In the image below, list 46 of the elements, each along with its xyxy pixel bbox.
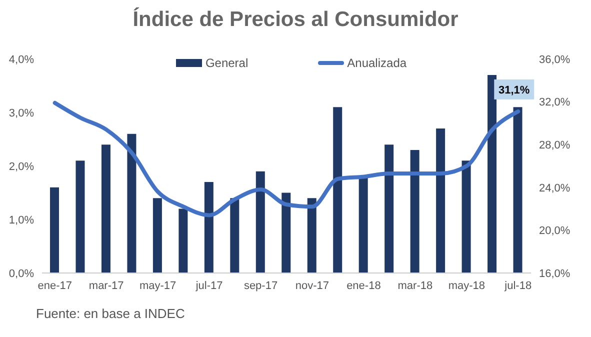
legend-label: Anualizada — [347, 56, 407, 70]
chart-title: Índice de Precios al Consumidor — [132, 8, 460, 32]
x-tick-label: ene-18 — [346, 280, 381, 292]
x-tick-label: may-17 — [139, 280, 176, 292]
bar — [101, 144, 110, 273]
bar — [333, 107, 342, 273]
legend-label: General — [205, 56, 248, 70]
bar — [410, 150, 420, 273]
x-tick-label: sep-17 — [244, 280, 278, 292]
y2-tick-label: 36,0% — [539, 54, 570, 66]
y-tick-label: 2,0% — [8, 160, 34, 173]
bar — [462, 160, 471, 273]
x-tick-label: jul-18 — [504, 280, 532, 292]
bar — [127, 134, 136, 273]
y2-tick-label: 28,0% — [539, 140, 570, 152]
bar — [256, 171, 265, 273]
bar — [307, 198, 316, 273]
y-tick-label: 4,0% — [8, 54, 34, 66]
y-tick-label: 0,0% — [8, 268, 34, 280]
y2-tick-label: 16,0% — [539, 268, 570, 280]
source-note: Fuente: en base a INDEC — [36, 306, 185, 321]
bar — [76, 160, 85, 273]
x-tick-label: mar-18 — [398, 280, 433, 292]
x-tick-label: may-18 — [448, 280, 485, 292]
bar — [230, 198, 240, 273]
data-label: 31,1% — [498, 84, 530, 96]
bar — [152, 198, 162, 273]
bar — [282, 192, 291, 273]
bar — [358, 176, 368, 273]
x-tick-label: nov-17 — [295, 280, 330, 292]
x-tick-label: mar-17 — [88, 280, 124, 292]
y2-tick-label: 32,0% — [539, 96, 570, 109]
x-tick-label: ene-17 — [38, 280, 72, 292]
bar — [204, 182, 214, 273]
line-series — [52, 100, 520, 218]
bar — [384, 144, 394, 273]
bar — [178, 208, 188, 273]
bar — [513, 107, 522, 273]
y-tick-label: 3,0% — [8, 107, 34, 120]
bar — [50, 187, 59, 273]
y-tick-label: 1,0% — [8, 214, 34, 226]
bar — [436, 128, 446, 273]
y2-tick-label: 24,0% — [539, 182, 570, 194]
x-tick-label: jul-17 — [194, 280, 223, 292]
bar — [488, 75, 497, 273]
y2-tick-label: 20,0% — [539, 225, 570, 238]
